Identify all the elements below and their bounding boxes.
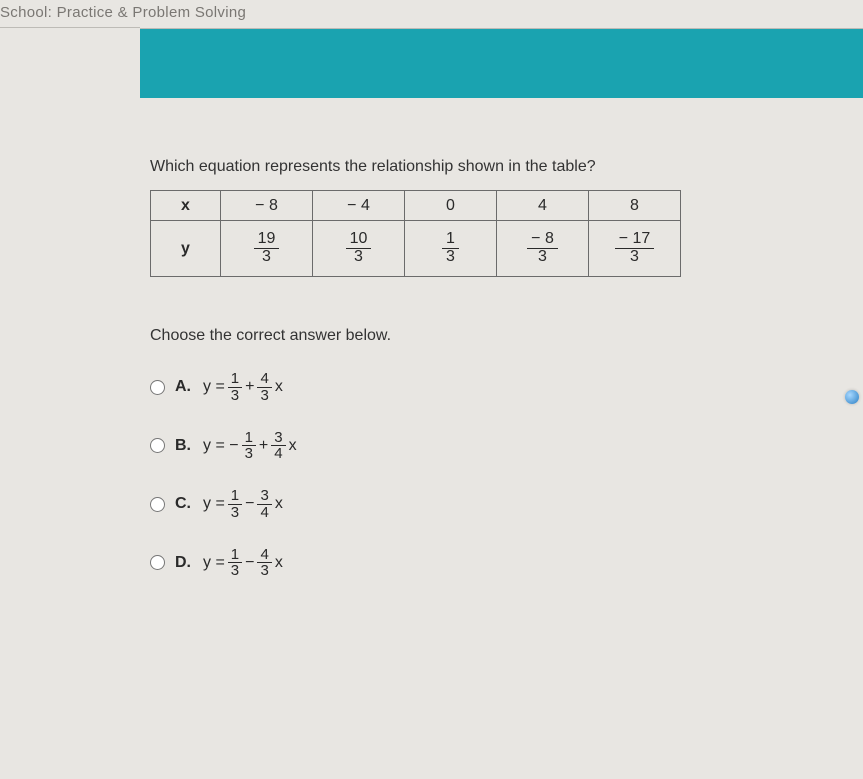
radio-b[interactable]: [150, 438, 165, 453]
choice-b[interactable]: B. y = − 13 + 34 x: [150, 430, 843, 463]
radio-a[interactable]: [150, 380, 165, 395]
choice-letter: C.: [175, 495, 193, 513]
y-value: 193: [221, 221, 313, 277]
question-text: Which equation represents the relationsh…: [150, 158, 843, 176]
x-value: 4: [497, 191, 589, 221]
radio-c[interactable]: [150, 497, 165, 512]
choice-letter: A.: [175, 378, 193, 396]
x-value: − 4: [313, 191, 405, 221]
choice-a[interactable]: A. y = 13 + 43 x: [150, 371, 843, 404]
data-table: x − 8 − 4 0 4 8 y 193 103 13 − 83 − 173: [150, 190, 681, 277]
breadcrumb: School: Practice & Problem Solving: [0, 4, 246, 21]
x-value: 0: [405, 191, 497, 221]
y-header: y: [151, 221, 221, 277]
choice-equation: y = 13 − 34 x: [203, 488, 283, 521]
x-value: 8: [589, 191, 681, 221]
x-header: x: [151, 191, 221, 221]
answer-prompt: Choose the correct answer below.: [150, 327, 843, 345]
x-value: − 8: [221, 191, 313, 221]
y-value: 103: [313, 221, 405, 277]
choice-letter: D.: [175, 554, 193, 572]
table-row: x − 8 − 4 0 4 8: [151, 191, 681, 221]
choice-equation: y = 13 + 43 x: [203, 371, 283, 404]
y-value: − 173: [589, 221, 681, 277]
table-row: y 193 103 13 − 83 − 173: [151, 221, 681, 277]
header-bar: [140, 28, 863, 98]
choice-equation: y = − 13 + 34 x: [203, 430, 297, 463]
choice-c[interactable]: C. y = 13 − 34 x: [150, 488, 843, 521]
choice-equation: y = 13 − 43 x: [203, 547, 283, 580]
divider: [0, 27, 140, 28]
y-value: − 83: [497, 221, 589, 277]
hint-icon[interactable]: [845, 390, 859, 404]
y-value: 13: [405, 221, 497, 277]
question-panel: Which equation represents the relationsh…: [150, 158, 843, 605]
radio-d[interactable]: [150, 555, 165, 570]
choice-letter: B.: [175, 437, 193, 455]
choice-d[interactable]: D. y = 13 − 43 x: [150, 547, 843, 580]
